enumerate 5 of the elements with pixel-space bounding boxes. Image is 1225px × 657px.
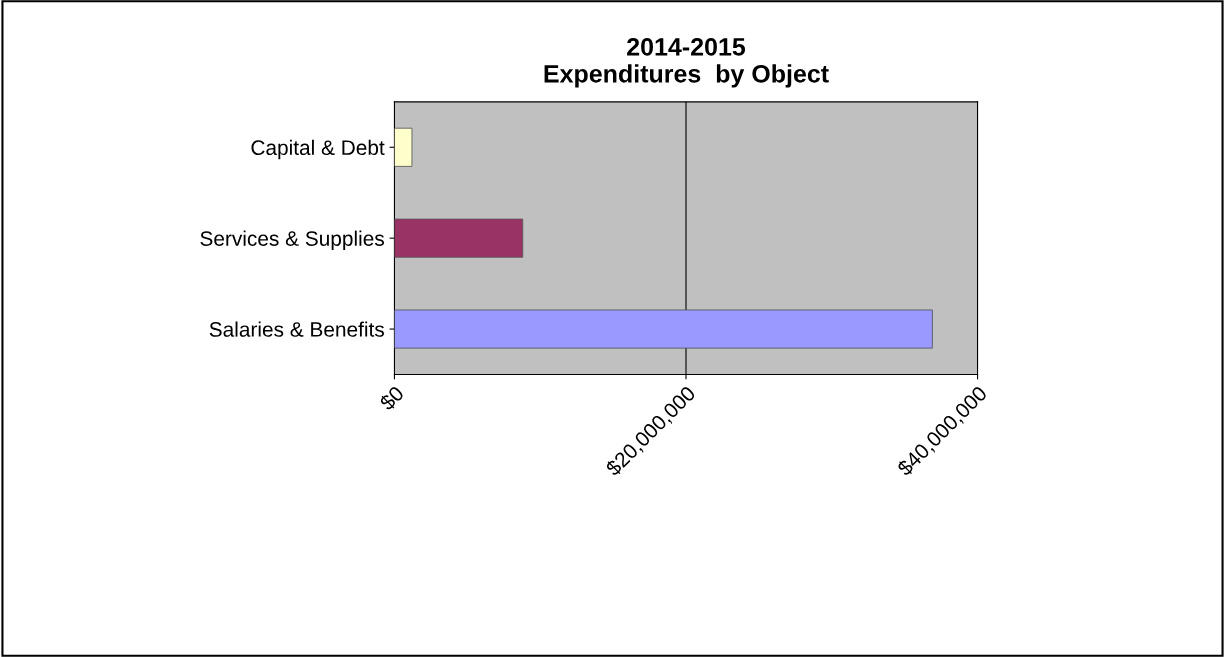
y-tick-label: Services & Supplies: [200, 230, 384, 251]
x-tick-label: $0: [377, 384, 406, 413]
y-tick-label: Capital & Debt: [251, 139, 385, 160]
chart-title: 2014-2015 Expenditures by Object: [544, 38, 829, 88]
y-tick-label: Salaries & Benefits: [209, 321, 384, 337]
